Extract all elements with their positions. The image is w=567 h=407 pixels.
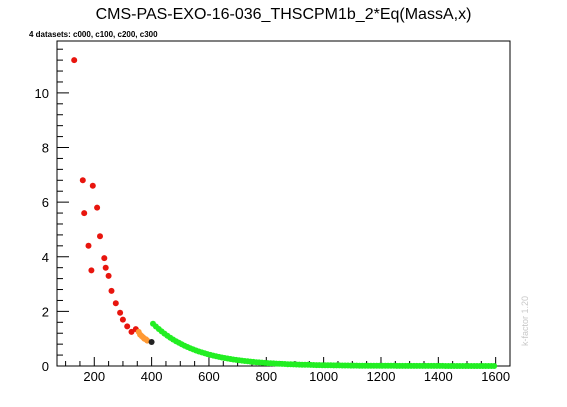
data-point-c000 xyxy=(119,316,126,323)
axis-ticks: 200 400 600 800 1000 1200 1400 1600 0 2 4 6 8 10 xyxy=(35,48,510,384)
y-tick-label: 0 xyxy=(42,359,49,374)
chart-subtitle: 4 datasets: c000, c100, c200, c300 xyxy=(29,30,158,39)
data-point-c200 xyxy=(148,339,155,345)
data-point-c000 xyxy=(89,182,96,189)
x-tick-label: 1200 xyxy=(367,369,396,384)
data-point-c000 xyxy=(94,204,101,211)
y-tick-label: 8 xyxy=(42,141,49,156)
data-point-c000 xyxy=(97,233,103,240)
data-point-c000 xyxy=(79,177,86,184)
data-point-c000 xyxy=(88,267,95,274)
data-point-c000 xyxy=(101,255,108,262)
data-point-c000 xyxy=(108,287,115,294)
y-tick-label: 4 xyxy=(42,250,49,265)
data-point-c000 xyxy=(105,272,112,279)
data-point-c000 xyxy=(112,300,119,307)
x-tick-label: 200 xyxy=(83,369,105,384)
data-point-c000 xyxy=(81,210,88,217)
y-tick-label: 10 xyxy=(35,86,49,101)
x-tick-label: 1000 xyxy=(309,369,338,384)
data-point-c000 xyxy=(117,309,124,316)
chart-title: CMS-PAS-EXO-16-036_THSCPM1b_2*Eq(MassA,x… xyxy=(95,6,472,23)
plot-frame xyxy=(56,40,511,367)
data-point-c000 xyxy=(128,328,135,335)
y-tick-label: 2 xyxy=(42,304,49,319)
x-tick-label: 400 xyxy=(141,369,163,384)
data-point-c300 xyxy=(491,363,498,369)
x-tick-label: 1400 xyxy=(424,369,453,384)
x-tick-label: 600 xyxy=(198,369,220,384)
data-points xyxy=(71,57,498,369)
y-tick-label: 6 xyxy=(42,195,49,210)
x-tick-label: 1600 xyxy=(481,369,510,384)
data-point-c000 xyxy=(124,323,131,330)
data-point-c000 xyxy=(71,57,78,64)
x-tick-label: 800 xyxy=(255,369,277,384)
data-point-c000 xyxy=(102,264,109,271)
data-point-c000 xyxy=(85,242,92,249)
